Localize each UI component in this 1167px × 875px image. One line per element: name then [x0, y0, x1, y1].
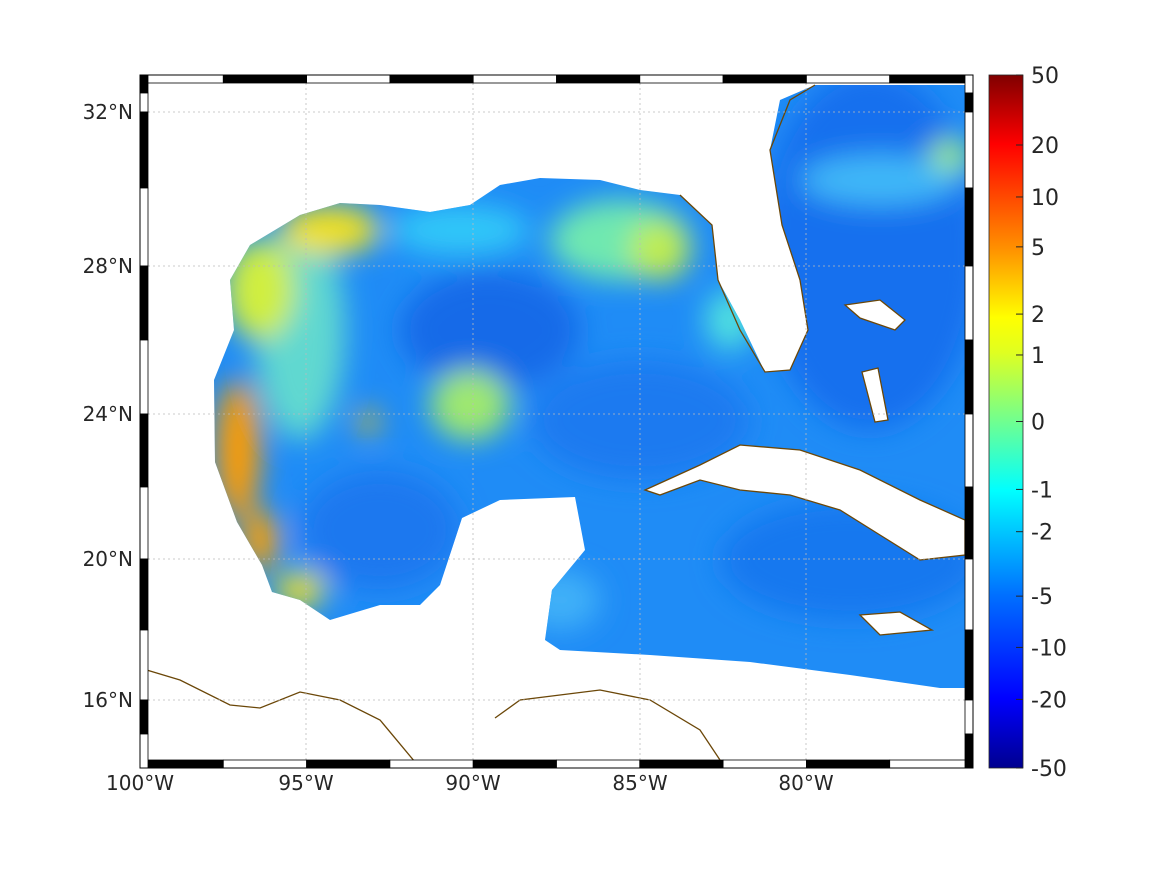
frame-outline: [139, 74, 974, 769]
honduras-coast: [494, 689, 721, 761]
frame-segment: [722, 74, 807, 84]
frame-segment: [806, 759, 891, 769]
frame-segment: [964, 339, 974, 415]
colorbar-tick-label: 20: [1031, 134, 1059, 159]
frame-segment: [964, 733, 974, 769]
bahamas: [843, 299, 906, 331]
frame-segment: [964, 413, 974, 488]
frame-segment: [472, 74, 557, 84]
cuba: [643, 444, 966, 561]
gridlines: [148, 83, 965, 760]
y-tick-labels: 32°N 28°N 24°N 20°N 16°N: [83, 100, 133, 712]
y-tick-label: 32°N: [83, 100, 133, 124]
frame-segment: [306, 759, 391, 769]
colorbar-tick-label: -10: [1031, 636, 1067, 661]
data-field: [214, 85, 965, 688]
x-tick-label: 95°W: [278, 771, 333, 795]
colorbar-tick-label: -50: [1031, 757, 1067, 782]
frame-segment: [722, 759, 807, 769]
y-tick-label: 28°N: [83, 254, 133, 278]
bahamas-andros: [861, 367, 889, 423]
colorbar-tick-label: 0: [1031, 411, 1045, 436]
frame-segment: [139, 111, 149, 189]
florida-outline: [679, 84, 816, 373]
frame-segment: [389, 759, 474, 769]
frame-segment: [556, 74, 641, 84]
frame-segment: [889, 74, 974, 84]
frame-segment: [964, 558, 974, 631]
colorbar-tick-label: -2: [1031, 521, 1053, 546]
frame-segment: [556, 759, 641, 769]
frame-segment: [964, 92, 974, 113]
colorbar-tick-label: 50: [1031, 64, 1059, 89]
frame-segment: [964, 265, 974, 341]
frame-segment: [639, 759, 724, 769]
colorbar-tick-label: 10: [1031, 186, 1059, 211]
central-america: [139, 667, 421, 769]
frame-segment: [964, 486, 974, 560]
frame-segment: [139, 265, 149, 341]
x-tick-label: 85°W: [612, 771, 667, 795]
frame-segment: [139, 486, 149, 560]
frame-segment: [964, 111, 974, 189]
colorbar-tick-label: 5: [1031, 236, 1045, 261]
frame-segment: [639, 74, 724, 84]
frame-segment: [222, 74, 308, 84]
colorbar-tick-label: -1: [1031, 478, 1053, 503]
frame-segment: [964, 699, 974, 735]
frame-segment: [806, 74, 891, 84]
frame-segment: [964, 629, 974, 701]
frame-segment: [139, 187, 149, 267]
y-tick-label: 20°N: [83, 547, 133, 571]
frame-segment: [139, 733, 149, 769]
frame-segment: [139, 413, 149, 488]
colorbar-tick-label: 2: [1031, 303, 1045, 328]
frame-segment: [889, 759, 974, 769]
x-tick-label: 90°W: [445, 771, 500, 795]
jamaica: [858, 611, 935, 636]
frame-segment: [139, 699, 149, 735]
frame-segment: [306, 74, 391, 84]
frame-segment: [139, 629, 149, 701]
x-tick-label: 80°W: [778, 771, 833, 795]
x-tick-label: 100°W: [106, 771, 174, 795]
y-tick-label: 16°N: [83, 688, 133, 712]
colorbar-tick-label: 1: [1031, 344, 1045, 369]
frame-segment: [389, 74, 474, 84]
frame-segment: [472, 759, 557, 769]
map-frame: [139, 74, 974, 769]
frame-segment: [964, 187, 974, 267]
frame-segment: [139, 339, 149, 415]
frame-segment: [139, 74, 149, 94]
x-tick-labels: 100°W 95°W 90°W 85°W 80°W: [106, 771, 834, 795]
y-tick-label: 24°N: [83, 402, 133, 426]
colorbar-tick-label: -5: [1031, 585, 1053, 610]
frame-segment: [964, 74, 974, 94]
frame-segment: [139, 74, 224, 84]
colorbar-tick-label: -20: [1031, 688, 1067, 713]
frame-segment: [139, 558, 149, 631]
frame-segment: [222, 759, 308, 769]
frame-segment: [139, 92, 149, 113]
frame-segment: [139, 759, 224, 769]
